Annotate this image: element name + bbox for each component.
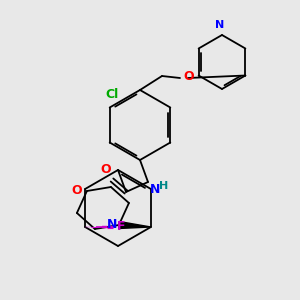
Text: H: H — [159, 181, 168, 191]
Text: N: N — [150, 183, 160, 196]
Text: O: O — [71, 184, 82, 197]
Text: Cl: Cl — [105, 88, 118, 100]
Text: N: N — [215, 20, 225, 30]
Text: N: N — [106, 218, 117, 230]
Polygon shape — [119, 221, 151, 229]
Text: F: F — [117, 220, 126, 233]
Text: O: O — [101, 163, 111, 176]
Text: O: O — [183, 70, 194, 83]
